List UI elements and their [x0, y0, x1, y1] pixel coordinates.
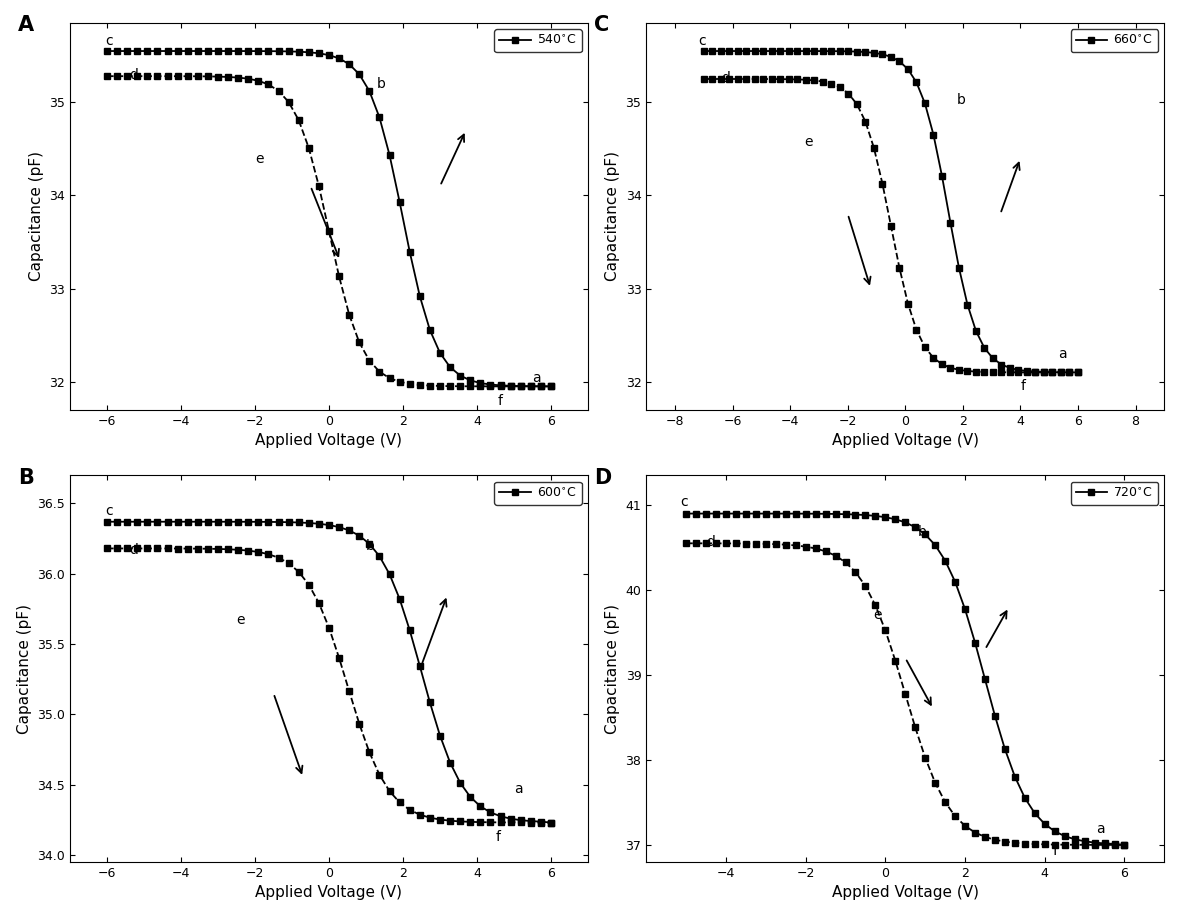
Text: e: e [804, 135, 813, 149]
Text: C: C [594, 16, 609, 36]
Text: f: f [497, 393, 502, 408]
Text: a: a [514, 782, 523, 796]
Text: f: f [1052, 844, 1058, 857]
Text: d: d [722, 72, 730, 85]
Text: f: f [496, 830, 501, 844]
X-axis label: Applied Voltage (V): Applied Voltage (V) [831, 885, 979, 900]
Text: D: D [594, 468, 612, 488]
X-axis label: Applied Voltage (V): Applied Voltage (V) [255, 885, 403, 900]
Text: d: d [129, 68, 138, 82]
Y-axis label: Capacitance (pF): Capacitance (pF) [17, 603, 32, 734]
Y-axis label: Capacitance (pF): Capacitance (pF) [28, 151, 44, 282]
Text: a: a [533, 370, 541, 384]
Text: c: c [680, 495, 687, 509]
X-axis label: Applied Voltage (V): Applied Voltage (V) [831, 433, 979, 448]
Text: e: e [255, 151, 263, 166]
Text: B: B [18, 468, 34, 488]
Text: a: a [1058, 348, 1066, 361]
Text: b: b [957, 93, 966, 107]
Text: b: b [918, 525, 926, 539]
Y-axis label: Capacitance (pF): Capacitance (pF) [605, 603, 620, 734]
Text: f: f [1020, 379, 1025, 392]
Text: b: b [377, 77, 386, 91]
Legend: 660$^{\circ}$C: 660$^{\circ}$C [1071, 29, 1159, 52]
Text: b: b [366, 538, 374, 553]
Text: d: d [706, 536, 715, 549]
Text: A: A [18, 16, 34, 36]
Text: c: c [105, 34, 112, 49]
Text: c: c [698, 34, 706, 49]
Text: e: e [874, 608, 882, 623]
X-axis label: Applied Voltage (V): Applied Voltage (V) [255, 433, 403, 448]
Y-axis label: Capacitance (pF): Capacitance (pF) [605, 151, 620, 282]
Legend: 600$^{\circ}$C: 600$^{\circ}$C [495, 481, 582, 504]
Text: e: e [236, 613, 244, 627]
Legend: 540$^{\circ}$C: 540$^{\circ}$C [495, 29, 582, 52]
Text: a: a [1097, 823, 1105, 836]
Text: c: c [105, 503, 112, 517]
Legend: 720$^{\circ}$C: 720$^{\circ}$C [1071, 481, 1159, 504]
Text: d: d [129, 543, 138, 557]
